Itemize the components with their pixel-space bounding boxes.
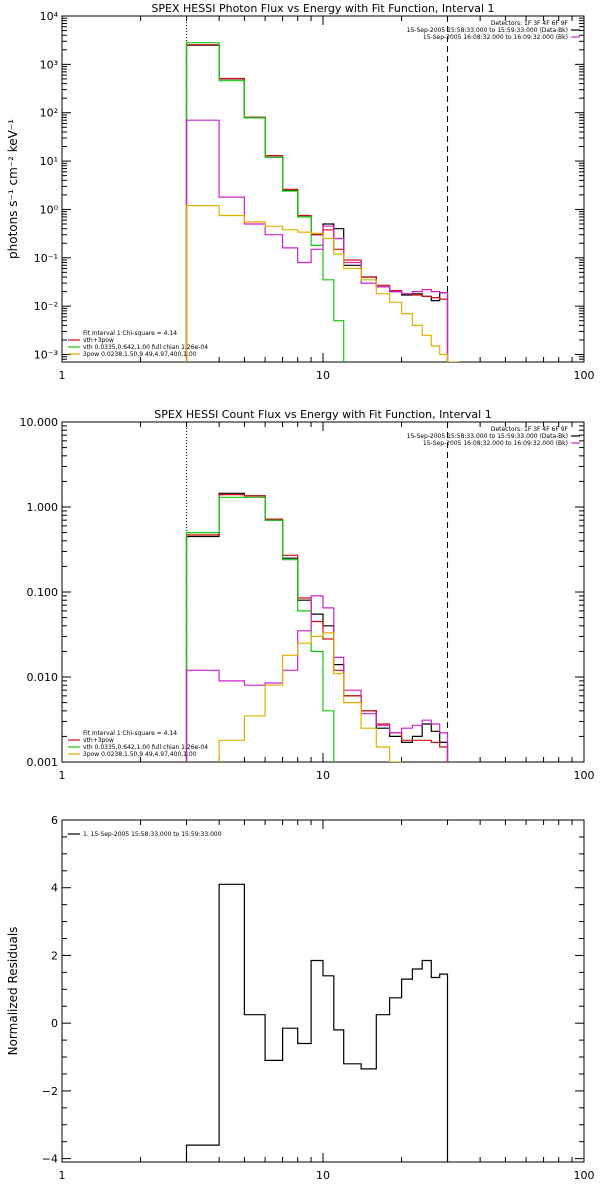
legend-entry: Fit Interval 1 Chi-square = 4.14 — [83, 730, 177, 737]
x-tick-label: 1 — [59, 369, 66, 382]
header-text: Detectors: 1F 3F 4F 6F 9F — [491, 426, 569, 433]
chart-title: SPEX HESSI Count Flux vs Energy with Fit… — [154, 408, 491, 421]
y-tick-label: 0.100 — [27, 586, 59, 599]
legend-entry: vth+3pow — [83, 737, 114, 744]
legend-entry: vth+3pow — [83, 337, 114, 344]
y-tick-label: −4 — [42, 1153, 58, 1166]
legend-entry: vth 0.0335,0.642,1.00 full chian 1.26e-0… — [83, 744, 208, 751]
series-magenta-line — [185, 119, 449, 362]
y-tick-label: 10³ — [40, 58, 58, 71]
x-tick-label: 10 — [316, 1169, 330, 1182]
header-text: 15-Sep-2005 15:58:33.000 to 15:59:33.000… — [407, 27, 568, 34]
residuals-panel: Normalized Residuals 1 10 100 −4 −2 0 2 4 6 1. 15-… — [6, 814, 595, 1182]
series-green-line — [185, 496, 335, 762]
plot-frame — [61, 819, 585, 1163]
y-tick-label: 10⁰ — [40, 203, 59, 216]
x-tick-label: 10 — [316, 769, 330, 782]
plot-frame — [61, 15, 585, 363]
series-green-line — [185, 42, 345, 362]
y-tick-label: 10.000 — [20, 416, 59, 429]
series-black-line — [185, 44, 449, 362]
y-tick-label: 1.000 — [27, 501, 59, 514]
x-tick-label: 1 — [59, 769, 66, 782]
series-black-line — [185, 492, 449, 762]
series-yellow-line — [185, 205, 459, 362]
header-text: 15-Sep-2005 16:08:32.000 to 16:09:32.000… — [423, 440, 568, 447]
y-tick-label: 4 — [51, 882, 58, 895]
series-magenta-line — [185, 595, 449, 762]
legend-entry: vth 0.0335,0.642,1.00 full chian 1.26e-0… — [83, 344, 208, 351]
legend-entry: 3pow 0.0238,1.50,9.49,4.97,400,1.00 — [83, 351, 197, 358]
x-tick-label: 10 — [316, 369, 330, 382]
series-black-line — [185, 883, 449, 1162]
legend-entry: 1. 15-Sep-2005 15:58:33.000 to 15:59:33.… — [83, 831, 222, 838]
y-tick-label: 6 — [51, 814, 58, 827]
legend-entry: 3pow 0.0238,1.50,9.49,4.97,400,1.00 — [83, 751, 197, 758]
y-tick-label: 10⁴ — [40, 10, 59, 23]
chart-title: SPEX HESSI Photon Flux vs Energy with Fi… — [151, 2, 494, 15]
x-tick-label: 1 — [59, 1169, 66, 1182]
y-tick-label: 2 — [51, 949, 58, 962]
header-text: 15-Sep-2005 15:58:33.000 to 15:59:33.000… — [407, 433, 568, 440]
y-tick-label: 10⁻³ — [34, 349, 58, 362]
y-tick-label: 10⁻² — [34, 300, 58, 313]
x-tick-label: 100 — [574, 1169, 595, 1182]
y-tick-label: 10⁻¹ — [34, 252, 58, 265]
count-flux-panel: SPEX HESSI Count Flux vs Energy with Fit… — [20, 408, 595, 782]
y-tick-label: 0 — [51, 1017, 58, 1030]
header-text: Detectors: 1F 3F 4F 6F 9F — [491, 20, 569, 27]
y-tick-label: −2 — [42, 1085, 58, 1098]
y-tick-label: 0.001 — [27, 756, 59, 769]
y-tick-label: 10¹ — [40, 155, 58, 168]
y-tick-label: 0.010 — [27, 671, 59, 684]
series-red-line — [185, 494, 449, 762]
header-text: 15-Sep-2005 16:08:32.000 to 16:09:32.000… — [423, 34, 568, 41]
y-axis-label: Normalized Residuals — [6, 927, 20, 1056]
x-tick-label: 100 — [574, 769, 595, 782]
x-tick-label: 100 — [574, 369, 595, 382]
photon-flux-panel: SPEX HESSI Photon Flux vs Energy with Fi… — [6, 2, 595, 382]
y-axis-label: photons s⁻¹ cm⁻² keV⁻¹ — [6, 119, 20, 259]
series-yellow-line — [218, 632, 403, 762]
y-tick-label: 10² — [40, 107, 58, 120]
series-red-line — [185, 44, 449, 362]
legend-entry: Fit Interval 1 Chi-square = 4.14 — [83, 330, 177, 337]
